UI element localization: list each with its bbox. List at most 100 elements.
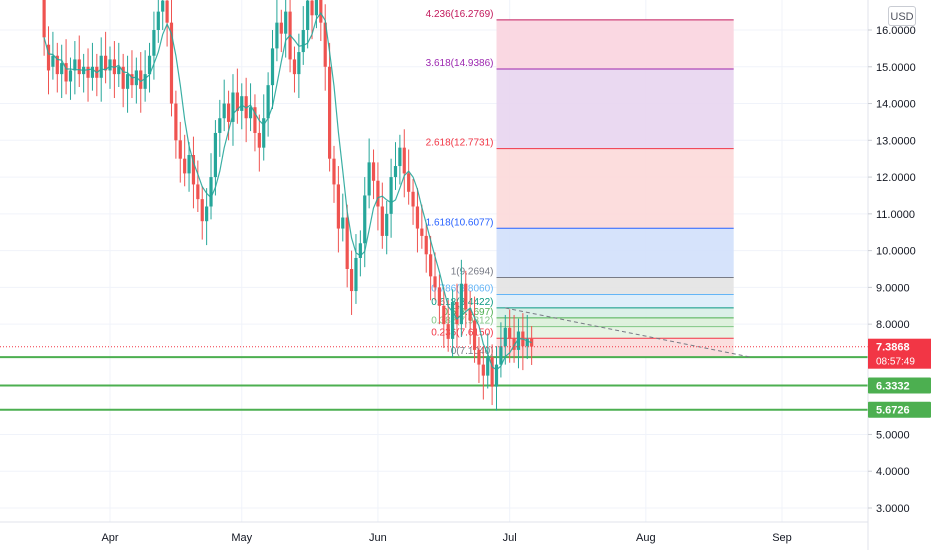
candle-body <box>218 118 222 133</box>
candle-body <box>292 59 297 75</box>
candle-body <box>99 55 103 78</box>
y-tick-label: 3.0000 <box>876 503 910 515</box>
y-tick-label: 13.0000 <box>876 135 916 147</box>
candle-body <box>468 309 472 321</box>
time-axis[interactable] <box>0 522 868 550</box>
candle-body <box>411 191 415 207</box>
candle-body <box>253 107 257 133</box>
y-tick-label: 8.0000 <box>876 319 910 331</box>
price-axis[interactable] <box>868 0 932 550</box>
current-price-value: 7.3868 <box>876 342 910 354</box>
fib-level-label: 0.236(7.6150) <box>431 327 493 338</box>
candle-body <box>77 59 81 75</box>
candle-body <box>240 96 244 111</box>
candle-body <box>112 59 116 75</box>
candle-body <box>371 162 376 181</box>
horizontal-lines[interactable] <box>0 356 868 411</box>
candle-body <box>328 66 332 159</box>
candle-body <box>60 63 64 75</box>
candle-body <box>415 206 420 229</box>
fib-band <box>496 277 734 295</box>
fibonacci-extension[interactable]: 4.236(16.2769) 3.618(14.9386) 2.618(12.773… <box>426 9 734 358</box>
fib-level-label: 1.618(10.6077) <box>426 217 494 228</box>
fib-band <box>496 148 734 229</box>
candle-body <box>345 217 349 269</box>
candle-body <box>349 269 354 292</box>
candle-body <box>209 177 213 207</box>
candle-body <box>117 66 121 75</box>
fib-band <box>496 338 734 358</box>
fib-band <box>496 326 734 339</box>
candle-body <box>55 55 59 75</box>
fib-band <box>496 294 734 308</box>
y-tick-label: 11.0000 <box>876 209 915 221</box>
candle-body <box>512 338 516 350</box>
x-tick-label: Aug <box>636 532 656 544</box>
candle-body <box>244 96 248 119</box>
candle-body <box>376 180 380 207</box>
candle-body <box>525 338 529 347</box>
ma-line <box>43 12 532 371</box>
fib-band <box>496 228 734 278</box>
candle-body <box>393 166 398 178</box>
candle-body <box>248 107 253 119</box>
candle-body <box>508 327 512 339</box>
x-tick-label: Jul <box>503 532 517 544</box>
candle-body <box>301 30 305 53</box>
candle-body <box>433 276 437 288</box>
support-price-tag-text: 6.3332 <box>876 380 910 392</box>
candle-body <box>380 206 384 236</box>
x-tick-label: Jun <box>369 532 387 544</box>
candle-body <box>323 22 327 67</box>
candle-body <box>178 140 182 159</box>
candle-body <box>191 155 196 185</box>
candle-body <box>200 199 204 222</box>
candle-body <box>455 302 459 325</box>
candle-body <box>472 320 477 350</box>
candle-body <box>262 118 266 148</box>
candle-body <box>266 85 270 119</box>
candle-body <box>336 184 340 229</box>
candle-body <box>213 132 218 178</box>
candle-body <box>257 132 261 148</box>
y-tick-label: 4.0000 <box>876 466 910 478</box>
candle-body <box>42 0 46 38</box>
candle-body <box>310 0 314 16</box>
candle-body <box>187 155 191 174</box>
candle-body <box>442 305 446 325</box>
candle-body <box>429 254 433 277</box>
candle-body <box>143 74 147 89</box>
currency-badge[interactable]: USD <box>888 6 916 26</box>
candle-body <box>314 0 319 16</box>
candle-body <box>121 66 125 89</box>
candle-body <box>297 52 301 75</box>
current-price-tag <box>868 338 931 369</box>
candle-body <box>398 147 402 167</box>
candle-body <box>279 22 283 34</box>
candle-body <box>481 364 485 376</box>
candle-body <box>205 206 209 222</box>
candle-body <box>450 302 455 339</box>
y-tick-label: 16.0000 <box>876 25 916 37</box>
candle-body <box>354 257 358 292</box>
candle-body <box>235 92 239 111</box>
candle-body <box>161 0 165 12</box>
x-tick-label: May <box>231 532 252 544</box>
y-tick-label: 12.0000 <box>876 172 916 184</box>
candle-body <box>306 0 310 30</box>
candle-body <box>420 228 424 236</box>
candle-body <box>358 243 362 258</box>
support-price-tag <box>868 401 931 418</box>
candle-body <box>139 70 143 89</box>
candle-body <box>503 327 507 347</box>
fib-band <box>496 69 734 149</box>
support-price-tag <box>868 377 931 394</box>
candle-body <box>125 74 130 89</box>
candle-body <box>183 158 187 174</box>
x-tick-label: Sep <box>772 532 792 544</box>
candle-body <box>165 0 169 23</box>
candle-body <box>270 48 275 86</box>
